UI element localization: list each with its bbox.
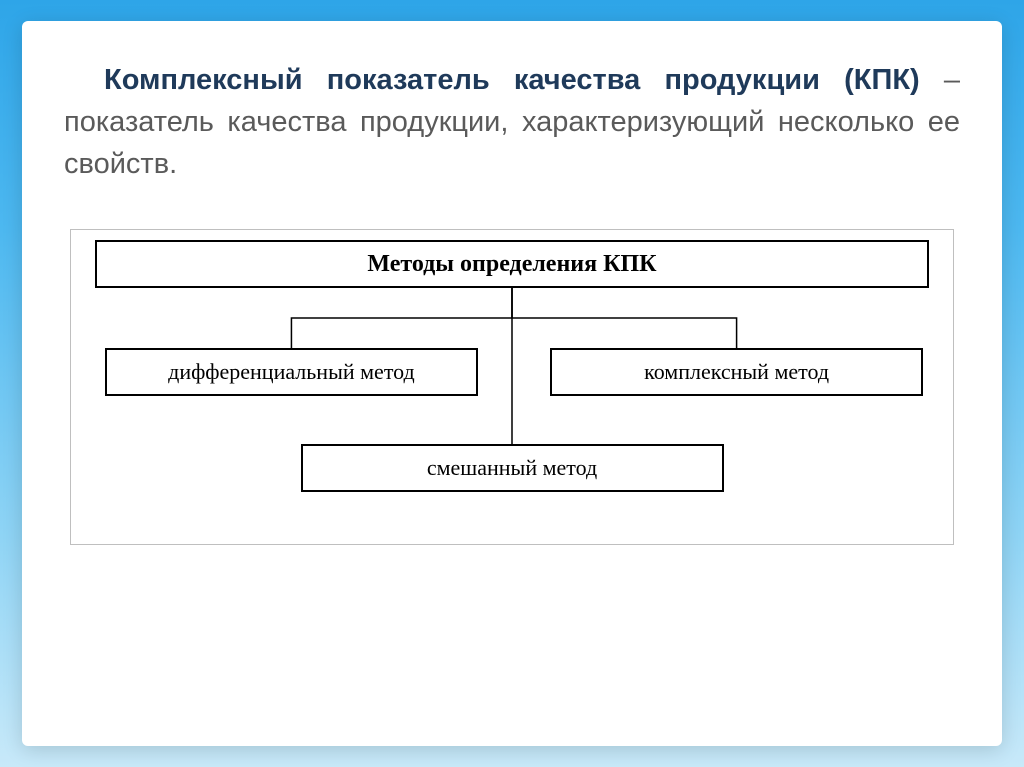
diagram-node-mix: смешанный метод bbox=[301, 444, 724, 492]
diagram-node-root: Методы определения КПК bbox=[95, 240, 929, 288]
edge-root-diff bbox=[291, 288, 512, 348]
definition-paragraph: Комплексный показатель качества продукци… bbox=[64, 59, 960, 185]
diagram-node-comp: комплексный метод bbox=[550, 348, 923, 396]
definition-term: Комплексный показатель качества продукци… bbox=[104, 64, 920, 96]
definition-dash: – bbox=[920, 64, 960, 96]
slide: Комплексный показатель качества продукци… bbox=[22, 21, 1002, 746]
diagram-node-diff: дифференциальный метод bbox=[105, 348, 478, 396]
edge-root-comp bbox=[512, 288, 737, 348]
diagram-frame: Методы определения КПК дифференциальный м… bbox=[70, 229, 954, 545]
hierarchy-diagram: Методы определения КПК дифференциальный м… bbox=[89, 240, 935, 520]
definition-body: показатель качества продукции, характери… bbox=[64, 106, 960, 180]
